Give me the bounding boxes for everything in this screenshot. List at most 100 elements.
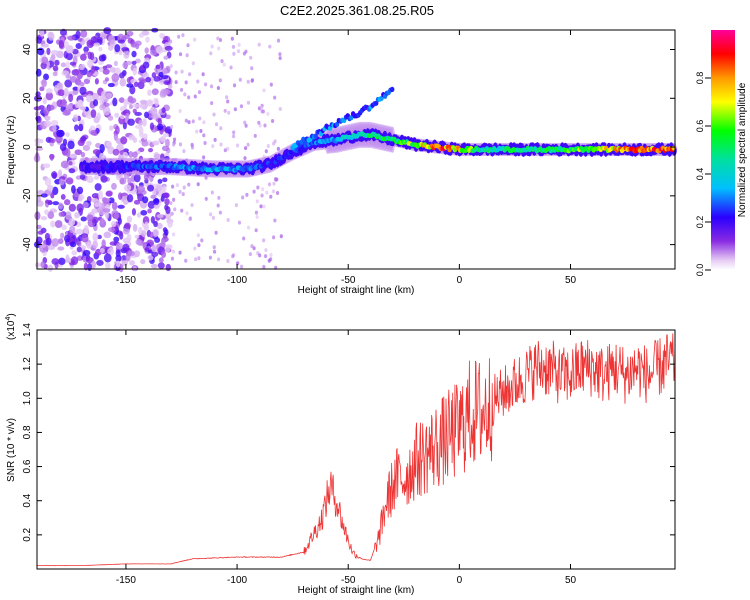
spectrogram-noise-blob bbox=[79, 174, 86, 180]
spectrogram-noise-blob bbox=[107, 247, 114, 256]
spectrogram-noise-blob bbox=[220, 59, 224, 64]
spectrogram-noise-blob bbox=[190, 203, 194, 208]
spectrogram-noise-blob bbox=[178, 108, 182, 113]
spectrogram-noise-blob bbox=[91, 197, 99, 203]
spectrogram-x-tick-label: -50 bbox=[341, 275, 356, 286]
spectrogram-noise-blob bbox=[76, 203, 84, 213]
spectrogram-noise-blob bbox=[217, 46, 221, 51]
spectrogram-noise-blob bbox=[94, 183, 102, 191]
spectrogram-noise-blob bbox=[94, 202, 101, 207]
spectrogram-noise-blob bbox=[91, 92, 99, 102]
spectrogram-noise-blob bbox=[45, 88, 53, 94]
spectrogram-noise-blob bbox=[278, 52, 282, 57]
spectrogram-noise-blob bbox=[232, 130, 236, 135]
spectrogram-noise-blob bbox=[82, 144, 91, 152]
spectrogram-noise-blob bbox=[40, 261, 46, 268]
spectrogram-noise-blob bbox=[188, 217, 192, 222]
spectrogram-noise-blob bbox=[127, 177, 132, 184]
spectrogram-noise-blob bbox=[115, 242, 123, 249]
spectrogram-noise-blob bbox=[165, 263, 172, 272]
spectrogram-noise-blob bbox=[98, 190, 104, 200]
spectrogram-noise-blob bbox=[161, 145, 170, 152]
spectrogram-noise-blob bbox=[68, 203, 76, 212]
spectrogram-noise-blob bbox=[56, 129, 64, 138]
spectrogram-branch-blob bbox=[349, 115, 354, 121]
spectrogram-noise-blob bbox=[139, 99, 148, 105]
spectrogram-noise-blob bbox=[153, 204, 160, 210]
spectrogram-noise-blob bbox=[241, 195, 245, 200]
spectrogram-noise-blob bbox=[98, 54, 106, 62]
spectrogram-noise-blob bbox=[80, 53, 87, 61]
spectrogram-noise-blob bbox=[97, 95, 103, 101]
spectrogram-noise-blob bbox=[140, 259, 146, 265]
spectrogram-noise-blob bbox=[259, 204, 263, 209]
spectrogram-noise-blob bbox=[122, 151, 129, 159]
spectrogram-noise-blob bbox=[210, 44, 214, 49]
spectrogram-noise-blob bbox=[107, 82, 115, 88]
spectrogram-noise-blob bbox=[76, 71, 83, 80]
spectrogram-noise-blob bbox=[123, 200, 129, 206]
spectrogram-noise-blob bbox=[86, 140, 92, 146]
spectrogram-noise-blob bbox=[122, 227, 130, 235]
spectrogram-noise-blob bbox=[48, 31, 55, 41]
spectrogram-noise-blob bbox=[77, 37, 83, 42]
spectrogram-noise-blob bbox=[162, 88, 171, 95]
spectrogram-noise-blob bbox=[83, 78, 91, 85]
spectrogram-noise-blob bbox=[102, 68, 110, 75]
spectrogram-noise-blob bbox=[264, 149, 268, 154]
spectrogram-noise-blob bbox=[219, 142, 223, 147]
colorbar-ticks: 0.0 0.2 0.4 0.6 0.8 bbox=[695, 72, 711, 276]
spectrogram-noise-blob bbox=[85, 94, 93, 103]
spectrogram-noise-blob bbox=[234, 203, 239, 208]
spectrogram-noise-blob bbox=[68, 217, 76, 226]
spectrogram-noise-blob bbox=[117, 204, 125, 209]
spectrogram-noise-blob bbox=[69, 76, 78, 83]
spectrogram-noise-blob bbox=[190, 142, 194, 147]
spectrogram-noise-blob bbox=[254, 210, 259, 215]
spectrogram-noise-blob bbox=[49, 153, 54, 161]
spectrogram-frame bbox=[36, 29, 676, 270]
colorbar-tick-label: 0.8 bbox=[695, 72, 705, 85]
spectrogram-noise-blob bbox=[156, 222, 163, 230]
spectrogram-noise-blob bbox=[239, 264, 244, 269]
spectrogram-noise-blob bbox=[122, 61, 129, 69]
spectrogram-noise-blob bbox=[102, 208, 111, 213]
spectrogram-noise-blob bbox=[80, 151, 86, 158]
spectrogram-noise-blob bbox=[52, 71, 58, 77]
spectrogram-noise-blob bbox=[92, 148, 101, 155]
spectrogram-noise-blob bbox=[75, 43, 82, 50]
spectrogram-noise-blob bbox=[187, 95, 191, 100]
spectrogram-noise-blob bbox=[78, 123, 84, 132]
spectrogram-noise-blob bbox=[178, 142, 183, 147]
spectrogram-branch-blob bbox=[390, 86, 395, 92]
spectrogram-noise-blob bbox=[147, 200, 156, 209]
spectrogram-noise-blob bbox=[64, 234, 71, 243]
spectrogram-noise-blob bbox=[180, 69, 184, 74]
spectrogram-noise-blob bbox=[178, 189, 182, 194]
spectrogram-noise-blob bbox=[155, 45, 164, 54]
spectrogram-noise-blob bbox=[103, 231, 112, 239]
spectrogram-noise-blob bbox=[138, 32, 145, 38]
spectrogram-noise-blob bbox=[60, 160, 69, 169]
spectrogram-noise-blob bbox=[60, 232, 65, 239]
spectrogram-y-label: Frequency (Hz) bbox=[6, 116, 17, 185]
spectrogram-noise-blob bbox=[196, 79, 200, 84]
spectrogram-noise-blob bbox=[79, 106, 87, 111]
spectrogram-noise-blob bbox=[57, 238, 64, 244]
spectrogram-noise-blob bbox=[151, 88, 159, 96]
spectrogram-noise-blob bbox=[266, 144, 270, 149]
spectrogram-noise-blob bbox=[173, 207, 177, 212]
spectrogram-noise-blob bbox=[197, 256, 201, 261]
spectrogram-noise-blob bbox=[93, 175, 100, 180]
spectrogram-noise-blob bbox=[278, 56, 282, 61]
spectrogram-noise-blob bbox=[150, 49, 157, 56]
spectrogram-noise-blob bbox=[119, 78, 127, 87]
spectrogram-noise-blob bbox=[112, 97, 118, 107]
spectrogram-noise-blob bbox=[74, 212, 80, 219]
spectrogram-noise-blob bbox=[92, 99, 99, 107]
spectrogram-noise-blob bbox=[163, 80, 171, 86]
spectrogram-noise-blob bbox=[91, 216, 99, 224]
spectrogram-noise-blob bbox=[167, 220, 173, 228]
spectrogram-noise-blob bbox=[100, 217, 105, 225]
spectrogram-noise-blob bbox=[279, 234, 283, 239]
